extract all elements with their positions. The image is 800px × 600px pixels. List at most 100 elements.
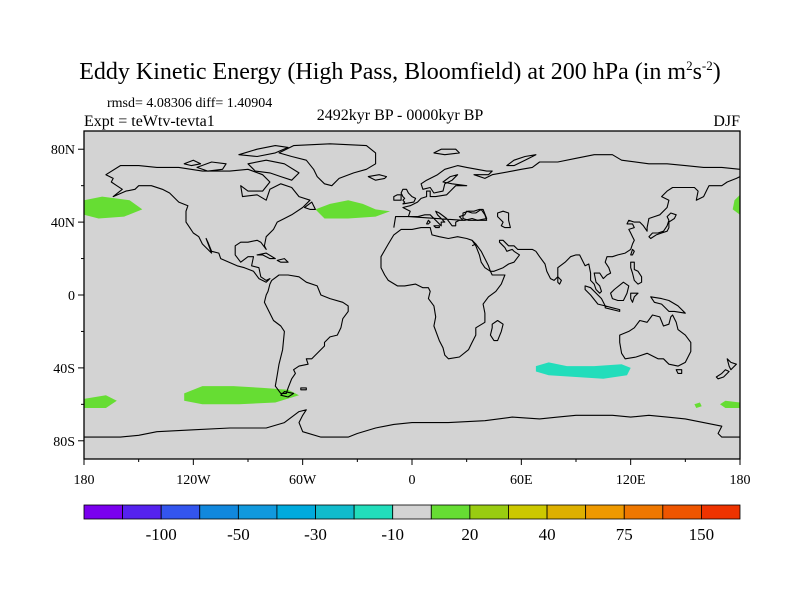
coast-banks <box>183 159 202 167</box>
coast-sicily <box>433 225 440 229</box>
title-text: Eddy Kinetic Energy (High Pass, Bloomfie… <box>79 59 687 85</box>
coast-borneo <box>610 281 630 302</box>
coast-ireland <box>393 194 402 201</box>
title-close: ) <box>712 59 721 85</box>
lat-tick-label: 80S <box>53 435 75 450</box>
lat-tick-label: 40N <box>51 216 75 231</box>
colorbar-label: 20 <box>461 525 478 544</box>
map-background <box>84 131 740 459</box>
colorbar-box <box>662 504 702 520</box>
colorbar-box <box>315 504 355 520</box>
colorbar-label: 40 <box>539 525 556 544</box>
coast-new-zealand-north <box>726 358 737 371</box>
lat-tick-label: 0 <box>68 289 75 304</box>
colorbar-label: -100 <box>146 525 177 544</box>
coast-iceland <box>367 174 388 181</box>
coast-tierra-del-fuego <box>280 391 295 398</box>
colorbar-box <box>623 504 664 520</box>
coast-madagascar <box>489 319 504 342</box>
lon-tick-label: 180 <box>74 473 95 488</box>
coast-newfoundland <box>303 201 316 210</box>
coast-north-america <box>105 165 311 283</box>
colorbar-label: -10 <box>381 525 404 544</box>
region-south-pacific-dot <box>694 402 702 408</box>
lon-tick-label: 120E <box>616 473 646 488</box>
coast-greenland <box>278 143 377 187</box>
region-indian-ocean-negative <box>535 362 631 379</box>
coast-ellesmere <box>238 145 289 158</box>
colorbar-box <box>276 504 316 520</box>
anomaly-regions <box>84 194 740 408</box>
coast-sulawesi <box>630 292 639 303</box>
coast-arabia <box>475 239 537 272</box>
colorbar: -100 -50 -30 -10 20 40 75 150 <box>83 504 741 544</box>
colorbar-box <box>83 504 123 520</box>
colorbar-box <box>430 504 471 520</box>
region-north-pacific-positive <box>84 196 143 219</box>
coast-caspian <box>497 210 511 229</box>
coast-svalbard <box>433 148 460 156</box>
region-south-pacific-east-edge <box>720 400 740 408</box>
colorbar-box <box>701 504 741 520</box>
coast-cuba <box>256 252 276 260</box>
title-mid: s <box>692 59 702 85</box>
region-north-pacific-east-edge <box>732 194 740 215</box>
region-north-atlantic-positive <box>315 200 391 219</box>
lon-tick-label: 60E <box>510 473 533 488</box>
experiment-label: Expt = teWtv-tevta1 <box>84 113 215 130</box>
coast-uk <box>400 188 417 205</box>
colorbar-box <box>122 504 162 520</box>
plot-title: Eddy Kinetic Energy (High Pass, Bloomfie… <box>0 58 800 86</box>
coast-new-guinea <box>650 296 686 314</box>
stats-text: rmsd= 4.08306 diff= 1.40904 <box>107 96 273 111</box>
coast-falklands <box>300 387 307 391</box>
latitude-axis: 80N 40N 0 40S 80S <box>51 143 84 450</box>
coast-south-asia <box>535 176 740 294</box>
coast-sardinia <box>426 219 431 225</box>
coast-new-zealand-south <box>715 369 730 380</box>
longitude-axis: 180 120W 60W 0 60E 120E 180 <box>74 459 751 488</box>
colorbar-label: -30 <box>304 525 327 544</box>
coastlines <box>84 143 740 438</box>
colorbar-box <box>160 504 201 520</box>
lon-tick-label: 60W <box>289 473 317 488</box>
colorbar-box <box>508 504 548 520</box>
coast-sri-lanka <box>557 276 562 285</box>
lon-tick-label: 180 <box>730 473 751 488</box>
title-sup-2: -2 <box>701 58 713 73</box>
region-southeast-pacific-west-edge <box>84 395 117 408</box>
coast-south-america <box>263 274 349 394</box>
coast-australia <box>619 314 692 367</box>
coast-africa <box>380 227 506 360</box>
colorbar-box <box>546 504 587 520</box>
colorbar-box <box>237 504 278 520</box>
coast-java <box>604 305 621 312</box>
colorbar-box <box>585 504 625 520</box>
colorbar-box <box>199 504 239 520</box>
colorbar-box <box>353 504 394 520</box>
colorbar-label: 75 <box>616 525 633 544</box>
colorbar-label: 150 <box>689 525 715 544</box>
coast-philippines <box>630 261 643 285</box>
colorbar-box <box>469 504 509 520</box>
coast-black-sea <box>462 208 488 221</box>
lat-tick-label: 80N <box>51 143 75 158</box>
coast-taiwan <box>630 248 635 256</box>
period-label: 2492kyr BP - 0000kyr BP <box>316 107 484 124</box>
coast-japan <box>648 212 677 240</box>
colorbar-label: -50 <box>227 525 250 544</box>
coast-mediterranean-north <box>407 208 488 227</box>
coast-antarctica <box>84 409 740 438</box>
lon-tick-label: 0 <box>409 473 416 488</box>
coast-victoria <box>196 161 227 172</box>
coast-red-sea-west <box>471 239 477 247</box>
season-label: DJF <box>713 113 740 130</box>
coast-novaya-zemlya <box>506 154 537 167</box>
region-south-pacific-positive <box>184 386 299 405</box>
coast-sumatra <box>584 285 606 307</box>
title-sup-1: 2 <box>686 58 693 73</box>
colorbar-box <box>392 504 432 520</box>
lon-tick-label: 120W <box>176 473 211 488</box>
coast-hispaniola <box>276 258 289 263</box>
